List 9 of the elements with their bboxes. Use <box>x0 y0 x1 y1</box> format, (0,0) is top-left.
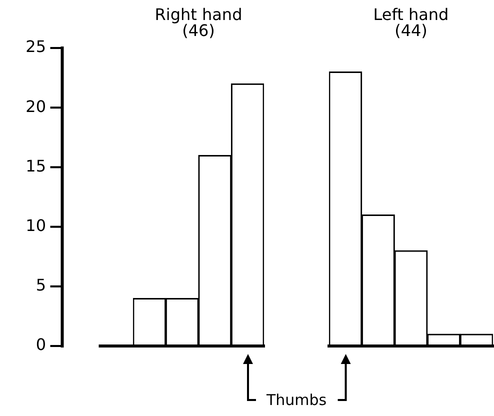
y-tick-label: 20 <box>26 96 46 116</box>
y-tick-label: 10 <box>26 216 46 235</box>
text: Left hand (44) <box>373 5 449 40</box>
text: Right hand (46) <box>154 5 242 40</box>
y-tick-label: 25 <box>26 37 46 56</box>
y-tick-label: 0 <box>36 335 46 354</box>
y-tick-label: 15 <box>26 156 46 176</box>
text: Thumbs <box>265 390 328 410</box>
y-tick-label: 5 <box>36 276 46 295</box>
